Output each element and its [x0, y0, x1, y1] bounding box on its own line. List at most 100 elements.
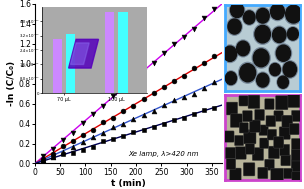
Point	[81, 134, 85, 137]
Circle shape	[240, 64, 256, 82]
Circle shape	[288, 28, 298, 40]
Point	[202, 17, 207, 20]
Circle shape	[285, 4, 302, 24]
Point	[202, 87, 207, 90]
Circle shape	[228, 19, 241, 34]
FancyBboxPatch shape	[224, 131, 234, 142]
FancyBboxPatch shape	[282, 115, 293, 128]
Circle shape	[271, 26, 287, 44]
Point	[192, 112, 197, 115]
Point	[60, 152, 65, 155]
Point	[40, 158, 45, 161]
Circle shape	[269, 63, 281, 77]
Point	[192, 67, 197, 70]
Point	[151, 125, 156, 128]
Circle shape	[236, 40, 250, 57]
Point	[161, 51, 166, 54]
Circle shape	[275, 44, 292, 63]
Circle shape	[223, 46, 237, 61]
Point	[60, 151, 65, 154]
Circle shape	[255, 7, 270, 24]
Point	[91, 145, 95, 148]
FancyBboxPatch shape	[244, 130, 256, 144]
Point	[50, 155, 55, 158]
Point	[212, 8, 217, 11]
Circle shape	[273, 27, 286, 43]
Point	[81, 141, 85, 144]
Point	[71, 140, 75, 143]
FancyBboxPatch shape	[239, 96, 248, 106]
Point	[60, 145, 65, 148]
Circle shape	[287, 27, 299, 41]
FancyBboxPatch shape	[255, 109, 264, 121]
FancyBboxPatch shape	[279, 127, 290, 139]
Point	[121, 86, 126, 89]
FancyBboxPatch shape	[265, 99, 274, 109]
Point	[141, 98, 146, 101]
Point	[71, 151, 75, 154]
FancyBboxPatch shape	[271, 168, 283, 183]
Circle shape	[253, 49, 269, 67]
Point	[91, 113, 95, 116]
FancyBboxPatch shape	[226, 102, 238, 115]
Circle shape	[237, 41, 250, 56]
Circle shape	[257, 73, 269, 87]
Point	[111, 116, 116, 119]
Point	[121, 109, 126, 112]
Point	[161, 104, 166, 107]
Point	[192, 92, 197, 95]
Circle shape	[225, 72, 237, 84]
Y-axis label: -ln (C/C₀): -ln (C/C₀)	[7, 61, 16, 106]
Circle shape	[271, 4, 284, 19]
Point	[40, 160, 45, 163]
FancyBboxPatch shape	[230, 168, 241, 181]
Circle shape	[252, 48, 270, 68]
Point	[121, 134, 126, 137]
FancyBboxPatch shape	[292, 171, 302, 183]
Circle shape	[244, 11, 255, 24]
Point	[101, 104, 105, 107]
Point	[161, 85, 166, 88]
Point	[111, 137, 116, 140]
Point	[141, 70, 146, 73]
Circle shape	[270, 64, 280, 76]
Point	[91, 128, 95, 131]
Point	[141, 129, 146, 132]
Point	[101, 131, 105, 134]
Point	[121, 122, 126, 125]
Point	[131, 131, 136, 134]
Circle shape	[276, 45, 291, 61]
Point	[101, 139, 105, 142]
FancyBboxPatch shape	[226, 159, 236, 170]
FancyBboxPatch shape	[243, 111, 252, 122]
Point	[81, 148, 85, 151]
FancyBboxPatch shape	[259, 125, 268, 136]
Point	[181, 36, 186, 39]
Point	[171, 98, 176, 101]
FancyBboxPatch shape	[265, 159, 274, 170]
FancyBboxPatch shape	[268, 146, 279, 159]
Circle shape	[283, 62, 296, 77]
Circle shape	[255, 25, 270, 43]
Point	[50, 153, 55, 156]
FancyBboxPatch shape	[239, 123, 248, 133]
FancyBboxPatch shape	[289, 123, 299, 135]
X-axis label: t (min): t (min)	[111, 179, 146, 188]
FancyBboxPatch shape	[243, 163, 255, 176]
Point	[50, 147, 55, 150]
Circle shape	[278, 76, 288, 88]
Point	[141, 113, 146, 116]
FancyBboxPatch shape	[275, 96, 288, 110]
Point	[60, 139, 65, 142]
Point	[212, 55, 217, 58]
FancyBboxPatch shape	[248, 95, 260, 108]
Point	[181, 74, 186, 77]
Point	[81, 121, 85, 124]
FancyBboxPatch shape	[266, 116, 276, 127]
Circle shape	[277, 75, 289, 89]
FancyBboxPatch shape	[280, 144, 290, 156]
Circle shape	[243, 10, 256, 25]
FancyBboxPatch shape	[258, 167, 268, 179]
Circle shape	[239, 62, 257, 83]
FancyBboxPatch shape	[230, 114, 242, 127]
